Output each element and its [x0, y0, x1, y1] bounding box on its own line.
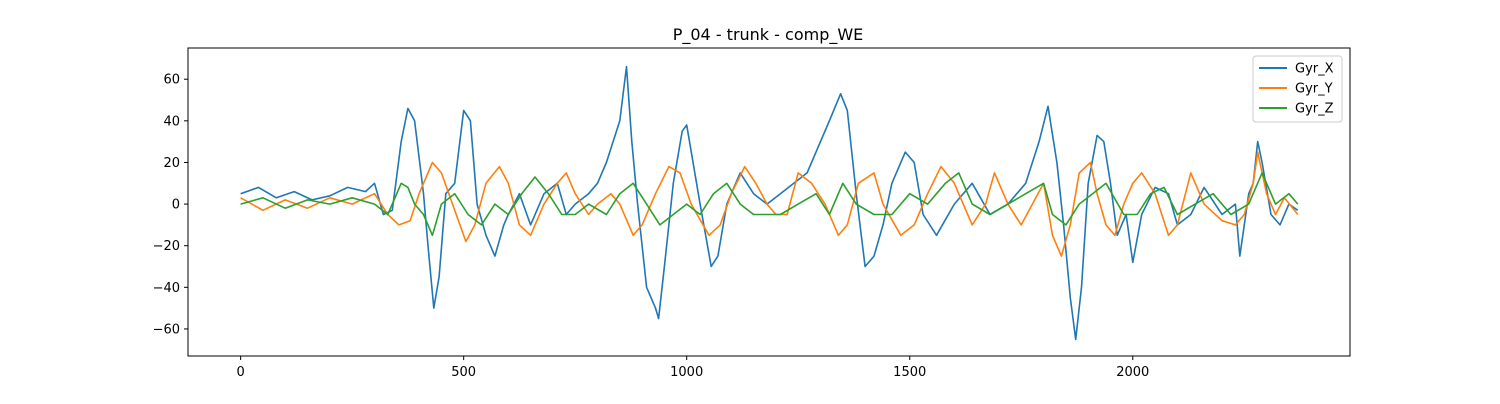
- x-tick-label: 0: [236, 365, 244, 380]
- y-tick-label: 40: [163, 114, 180, 129]
- y-tick-label: −40: [153, 281, 180, 296]
- x-tick-label: 2000: [1116, 365, 1149, 380]
- y-tick-label: 0: [172, 198, 180, 213]
- legend: Gyr_X Gyr_Y Gyr_Z: [1252, 55, 1343, 123]
- y-tick-label: 60: [163, 73, 180, 88]
- y-tick-label: −20: [153, 239, 180, 254]
- legend-label: Gyr_Z: [1295, 102, 1334, 117]
- x-tick-label: 1000: [670, 365, 703, 380]
- legend-box: [1252, 55, 1343, 123]
- x-axis: 0 500 1000 1500 2000: [236, 356, 1149, 380]
- series-line-gyr-y: [240, 151, 1299, 257]
- x-tick-label: 500: [451, 365, 476, 380]
- series-line-gyr-z: [240, 172, 1299, 237]
- x-tick-label: 1500: [893, 365, 926, 380]
- y-tick-label: −60: [153, 322, 180, 337]
- plot-area: [240, 65, 1299, 341]
- y-tick-label: 20: [163, 156, 180, 171]
- legend-label: Gyr_X: [1295, 62, 1334, 77]
- y-axis: −60 −40 −20 0 20 40 60: [153, 73, 188, 337]
- legend-label: Gyr_Y: [1295, 82, 1333, 97]
- plot-frame: [187, 47, 1351, 357]
- chart-title: P_04 - trunk - comp_WE: [673, 25, 864, 45]
